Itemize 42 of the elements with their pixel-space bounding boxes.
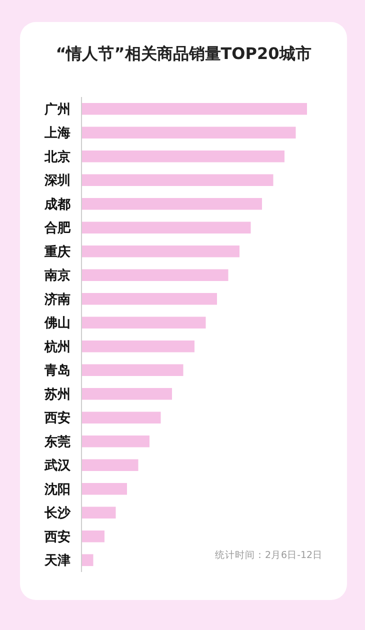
y-tick-label: 天津 <box>43 554 70 569</box>
y-tick-label: 深圳 <box>43 174 70 189</box>
y-tick-label: 西安 <box>43 410 70 426</box>
bar <box>82 269 228 282</box>
bar <box>82 174 274 186</box>
bar <box>82 292 217 305</box>
y-tick-label: 东莞 <box>43 434 70 450</box>
bar <box>82 340 194 352</box>
y-tick-label: 沈阳 <box>43 482 70 498</box>
bar <box>82 316 206 329</box>
y-tick-label: 南京 <box>43 268 70 284</box>
y-tick-label: 成都 <box>43 197 70 212</box>
bar <box>82 530 104 542</box>
bar <box>82 554 94 566</box>
y-tick-label: 西安 <box>43 528 70 545</box>
y-tick-label: 武汉 <box>43 458 72 474</box>
y-tick-label: 上海 <box>43 126 70 142</box>
bar <box>82 102 307 115</box>
y-tick-label: 青岛 <box>43 364 70 379</box>
bar <box>82 506 116 519</box>
bar <box>82 364 184 376</box>
annotation: 统计时间：2月6日-12日 <box>215 549 323 561</box>
bar <box>82 459 138 472</box>
bar <box>82 150 284 162</box>
y-tick-label: 杭州 <box>43 338 70 355</box>
bar <box>82 198 262 210</box>
bar <box>82 435 150 448</box>
bar <box>82 126 296 139</box>
bar <box>82 388 172 400</box>
y-tick-label: 佛山 <box>43 316 70 332</box>
bar <box>82 222 251 234</box>
y-tick-label: 广州 <box>43 101 70 118</box>
bar <box>82 245 240 258</box>
y-tick-label: 济南 <box>43 291 70 308</box>
y-tick-label: 苏州 <box>43 387 70 402</box>
y-tick-label: 重庆 <box>43 244 70 260</box>
bar <box>82 412 161 424</box>
y-tick-label: 长沙 <box>43 506 72 522</box>
y-tick-label: 合肥 <box>43 220 72 236</box>
y-tick-label: 北京 <box>43 148 70 165</box>
bar <box>82 482 127 495</box>
chart-title: “情人节”相关商品销量TOP20城市 <box>56 44 312 64</box>
